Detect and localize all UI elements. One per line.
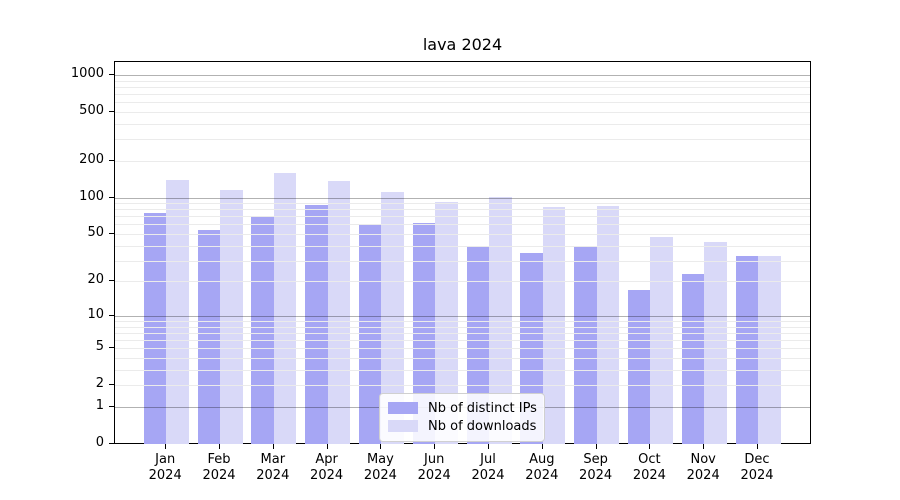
x-tick-label-jun: Jun 2024 xyxy=(417,452,451,483)
y-tick-20 xyxy=(109,280,114,282)
y-tick-label-100: 100 xyxy=(79,188,104,204)
bar-nb-of-distinct-ips-dec xyxy=(735,255,758,444)
bar-nb-of-downloads-jul xyxy=(489,196,512,444)
y-tick-label-1: 1 xyxy=(95,398,104,413)
legend-entry-distinct-ips: Nb of distinct IPs xyxy=(388,399,537,417)
x-tick-label-oct: Oct 2024 xyxy=(632,452,666,483)
x-tick-may xyxy=(380,444,382,449)
x-tick-label-aug: Aug 2024 xyxy=(525,452,559,483)
bar-nb-of-distinct-ips-oct xyxy=(627,289,651,444)
bar-nb-of-distinct-ips-sep xyxy=(574,246,597,444)
y-tick-2 xyxy=(109,384,114,386)
x-tick-label-jan: Jan 2024 xyxy=(148,452,182,483)
bar-nb-of-downloads-jun xyxy=(435,201,458,444)
legend-label-downloads: Nb of downloads xyxy=(428,418,537,434)
bar-nb-of-distinct-ips-feb xyxy=(197,229,220,444)
x-tick-label-mar: Mar 2024 xyxy=(256,452,290,483)
y-tick-label-20: 20 xyxy=(87,272,104,288)
y-tick-label-0: 0 xyxy=(95,435,104,450)
x-tick-oct xyxy=(649,444,651,449)
x-tick-mar xyxy=(272,444,274,449)
bar-nb-of-distinct-ips-jan xyxy=(143,212,167,444)
y-tick-label-50: 50 xyxy=(87,225,104,240)
x-tick-jan xyxy=(165,444,167,449)
x-tick-nov xyxy=(703,444,705,449)
y-tick-label-10: 10 xyxy=(87,306,104,322)
x-tick-jul xyxy=(488,444,489,449)
y-tick-5 xyxy=(109,347,114,349)
bar-nb-of-downloads-aug xyxy=(542,207,566,444)
x-tick-label-dec: Dec 2024 xyxy=(740,452,774,483)
bar-nb-of-downloads-apr xyxy=(327,181,351,444)
y-tick-0 xyxy=(109,443,114,444)
x-tick-label-sep: Sep 2024 xyxy=(579,452,613,483)
bar-nb-of-downloads-dec xyxy=(758,255,781,444)
bar-nb-of-downloads-may xyxy=(381,191,404,444)
x-tick-label-may: May 2024 xyxy=(363,452,397,483)
y-tick-1000 xyxy=(109,73,114,75)
bar-nb-of-distinct-ips-nov xyxy=(681,274,705,444)
bar-nb-of-downloads-nov xyxy=(704,241,727,444)
y-tick-10 xyxy=(109,314,114,316)
y-tick-500 xyxy=(109,110,114,112)
chart-title: lava 2024 xyxy=(422,35,503,54)
x-tick-label-nov: Nov 2024 xyxy=(686,452,720,483)
bar-nb-of-downloads-mar xyxy=(273,172,297,444)
x-tick-label-jul: Jul 2024 xyxy=(471,452,505,483)
legend: Nb of distinct IPs Nb of downloads xyxy=(379,393,545,442)
plot-area: Nb of distinct IPs Nb of downloads xyxy=(114,61,811,444)
x-tick-jun xyxy=(434,444,436,449)
y-tick-100 xyxy=(109,196,114,198)
bar-nb-of-downloads-sep xyxy=(596,206,620,444)
legend-swatch-distinct-ips xyxy=(388,402,418,414)
bar-nb-of-downloads-oct xyxy=(650,237,673,444)
y-tick-label-1000: 1000 xyxy=(70,65,104,81)
y-tick-label-2: 2 xyxy=(95,376,104,392)
x-tick-label-feb: Feb 2024 xyxy=(202,452,236,483)
x-tick-apr xyxy=(326,444,328,449)
y-tick-label-5: 5 xyxy=(95,339,104,355)
bar-nb-of-distinct-ips-may xyxy=(358,224,382,444)
bars-layer xyxy=(115,62,810,444)
y-tick-50 xyxy=(109,233,114,234)
x-tick-feb xyxy=(219,444,220,449)
x-tick-dec xyxy=(757,444,758,449)
bar-nb-of-distinct-ips-mar xyxy=(251,217,274,444)
legend-entry-downloads: Nb of downloads xyxy=(388,417,536,435)
legend-swatch-downloads xyxy=(388,420,418,432)
y-tick-200 xyxy=(109,159,114,161)
bar-nb-of-downloads-feb xyxy=(220,190,243,444)
legend-label-distinct-ips: Nb of distinct IPs xyxy=(428,400,537,416)
x-tick-sep xyxy=(595,444,597,449)
y-tick-label-500: 500 xyxy=(79,102,104,118)
x-tick-label-apr: Apr 2024 xyxy=(310,452,344,483)
y-tick-label-200: 200 xyxy=(79,151,104,167)
bar-nb-of-downloads-jan xyxy=(166,179,189,444)
bar-nb-of-distinct-ips-apr xyxy=(305,205,328,444)
x-tick-aug xyxy=(541,444,543,449)
y-tick-1 xyxy=(109,406,114,407)
